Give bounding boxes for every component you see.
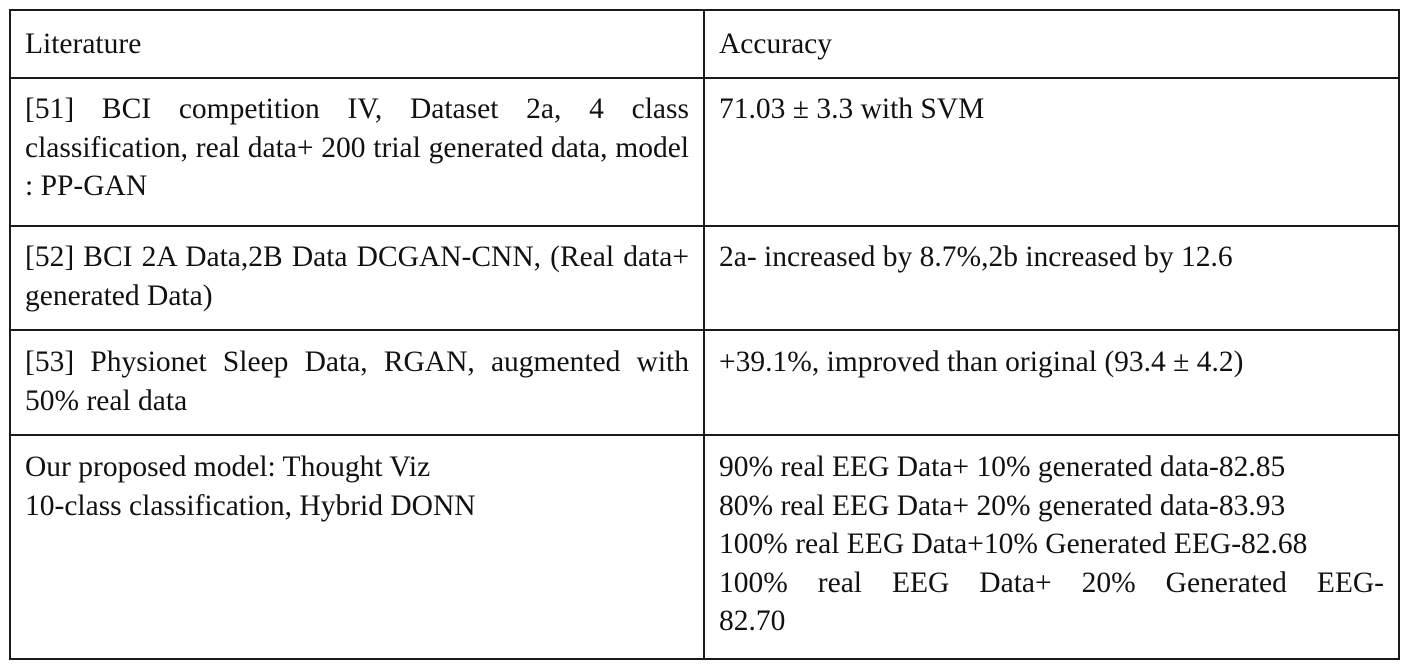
literature-line: Our proposed model: Thought Viz xyxy=(25,451,431,483)
accuracy-line: 82.70 xyxy=(719,605,786,637)
accuracy-cell: 90% real EEG Data+ 10% generated data-82… xyxy=(703,434,1400,660)
table-row: [51] BCI competition IV, Dataset 2a, 4 c… xyxy=(9,77,1400,227)
accuracy-line: 100% real EEG Data+10% Generated EEG-82.… xyxy=(719,528,1308,560)
table-header-row: Literature Accuracy xyxy=(9,9,1400,79)
header-literature-label: Literature xyxy=(25,28,142,60)
literature-text: [52] BCI 2A Data,2B Data DCGAN-CNN, (Rea… xyxy=(25,241,689,312)
accuracy-cell: 71.03 ± 3.3 with SVM xyxy=(703,77,1400,227)
header-literature: Literature xyxy=(9,9,705,79)
accuracy-cell: 2a- increased by 8.7%,2b increased by 12… xyxy=(703,225,1400,331)
header-accuracy: Accuracy xyxy=(703,9,1400,79)
accuracy-text: 2a- increased by 8.7%,2b increased by 12… xyxy=(719,241,1233,273)
table-row: [53] Physionet Sleep Data, RGAN, augment… xyxy=(9,329,1400,436)
accuracy-line: 100% real EEG Data+ 20% Generated EEG- xyxy=(719,566,1384,599)
accuracy-line: 90% real EEG Data+ 10% generated data-82… xyxy=(719,451,1286,483)
header-accuracy-label: Accuracy xyxy=(719,28,833,60)
literature-cell: [53] Physionet Sleep Data, RGAN, augment… xyxy=(9,329,705,436)
literature-cell: [51] BCI competition IV, Dataset 2a, 4 c… xyxy=(9,77,705,227)
literature-line: 10-class classification, Hybrid DONN xyxy=(25,489,476,522)
accuracy-cell: +39.1%, improved than original (93.4 ± 4… xyxy=(703,329,1400,436)
accuracy-text: +39.1%, improved than original (93.4 ± 4… xyxy=(719,346,1244,378)
literature-comparison-table: Literature Accuracy [51] BCI competition… xyxy=(9,9,1400,660)
accuracy-line: 80% real EEG Data+ 20% generated data-83… xyxy=(719,489,1286,522)
table-row: [52] BCI 2A Data,2B Data DCGAN-CNN, (Rea… xyxy=(9,225,1400,331)
accuracy-text: 71.03 ± 3.3 with SVM xyxy=(719,93,985,125)
literature-text: [53] Physionet Sleep Data, RGAN, augment… xyxy=(25,346,689,417)
table-row: Our proposed model: Thought Viz 10-class… xyxy=(9,434,1400,660)
literature-cell: Our proposed model: Thought Viz 10-class… xyxy=(9,434,705,660)
literature-text: [51] BCI competition IV, Dataset 2a, 4 c… xyxy=(25,93,689,202)
literature-cell: [52] BCI 2A Data,2B Data DCGAN-CNN, (Rea… xyxy=(9,225,705,331)
